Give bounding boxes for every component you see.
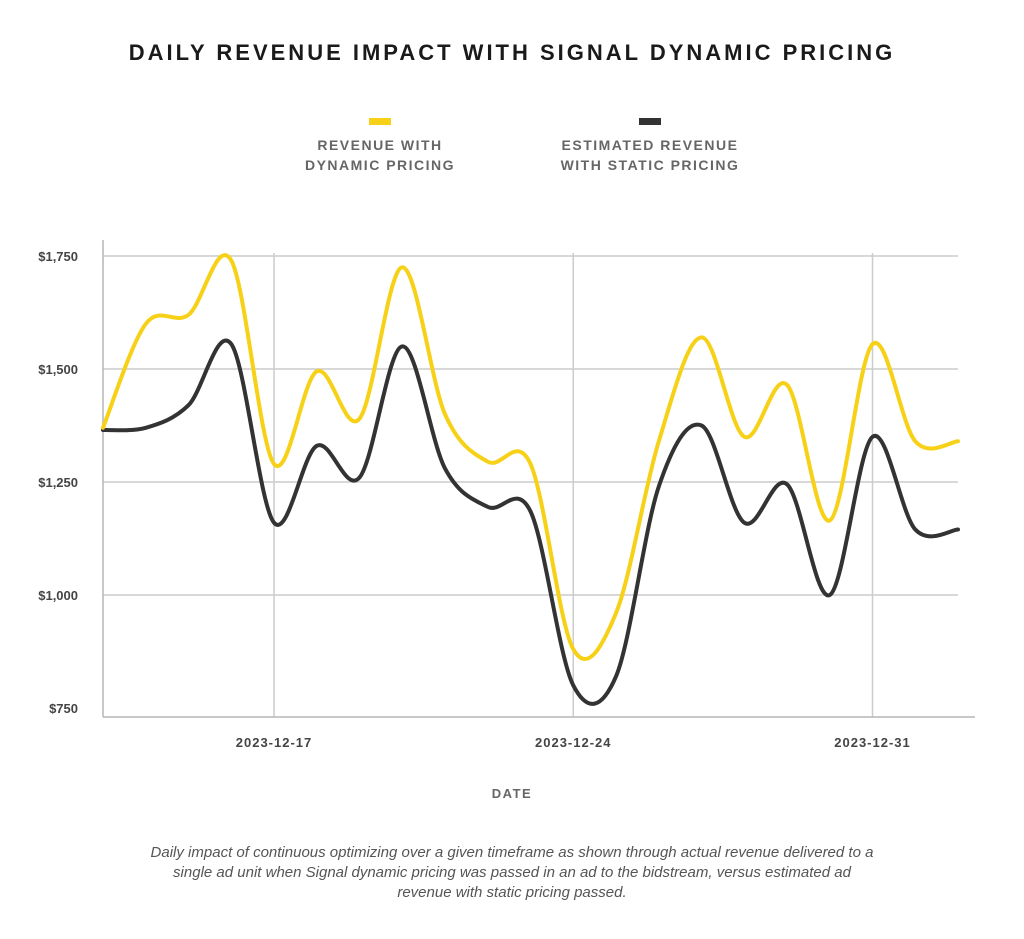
legend-label-dynamic: REVENUE WITH DYNAMIC PRICING [304,137,456,173]
y-tick-label: $1,500 [38,362,78,377]
legend-swatch-static [639,118,661,125]
legend-item-static-pricing: ESTIMATED REVENUE WITH STATIC PRICING [545,118,755,175]
chart-title: DAILY REVENUE IMPACT WITH SIGNAL DYNAMIC… [128,40,896,65]
x-tick-label: 2023-12-17 [236,735,313,750]
y-tick-label: $1,750 [38,249,78,264]
legend-swatch-dynamic [369,118,391,125]
y-tick-label: $1,250 [38,475,78,490]
series-line-static-pricing [101,338,960,706]
x-axis-title: DATE [491,786,533,801]
y-tick-label: $1,000 [38,588,78,603]
x-tick-label: 2023-12-24 [535,735,612,750]
legend-item-dynamic-pricing: REVENUE WITH DYNAMIC PRICING [300,118,460,175]
series-line-dynamic-pricing [101,253,960,661]
legend-label-static: ESTIMATED REVENUE WITH STATIC PRICING [560,137,740,173]
x-tick-label: 2023-12-31 [834,735,911,750]
y-tick-label: $750 [49,701,78,716]
chart-legend: REVENUE WITH DYNAMIC PRICING ESTIMATED R… [0,118,1024,188]
chart-caption: Daily impact of continuous optimizing ov… [150,844,874,901]
